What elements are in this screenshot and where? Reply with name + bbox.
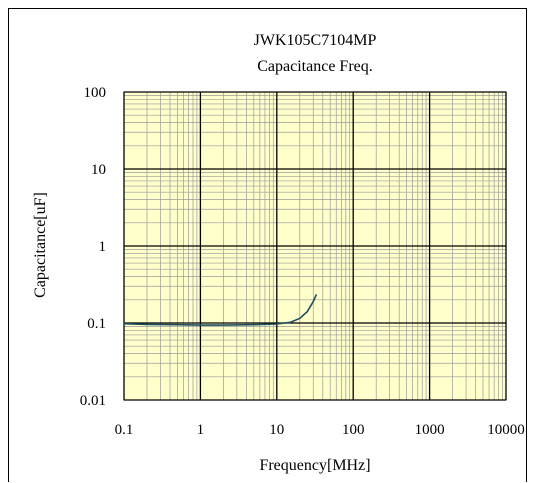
x-tick-label: 1 (197, 422, 205, 438)
y-tick-labels: 100 10 1 0.1 0.01 (80, 85, 106, 409)
plot-area (123, 91, 507, 401)
y-tick-label: 1 (99, 239, 107, 255)
y-tick-label: 100 (84, 85, 107, 101)
x-tick-label: 1000 (415, 422, 445, 438)
x-axis-label: Frequency[MHz] (259, 457, 370, 474)
x-tick-label: 0.1 (115, 422, 134, 438)
y-tick-label: 0.01 (80, 393, 106, 409)
y-axis-label: Capacitance[uF] (32, 192, 49, 298)
chart-frame (8, 8, 527, 482)
chart-title: JWK105C7104MP (254, 32, 377, 49)
y-tick-label: 0.1 (87, 316, 106, 332)
series-line (123, 294, 318, 326)
y-tick-label: 10 (91, 162, 106, 178)
x-tick-labels: 0.1 1 10 100 1000 10000 (115, 422, 525, 438)
chart-subtitle: Capacitance Freq. (257, 58, 373, 75)
x-tick-label: 10 (269, 422, 284, 438)
x-tick-label: 10000 (487, 422, 525, 438)
x-tick-label: 100 (342, 422, 365, 438)
